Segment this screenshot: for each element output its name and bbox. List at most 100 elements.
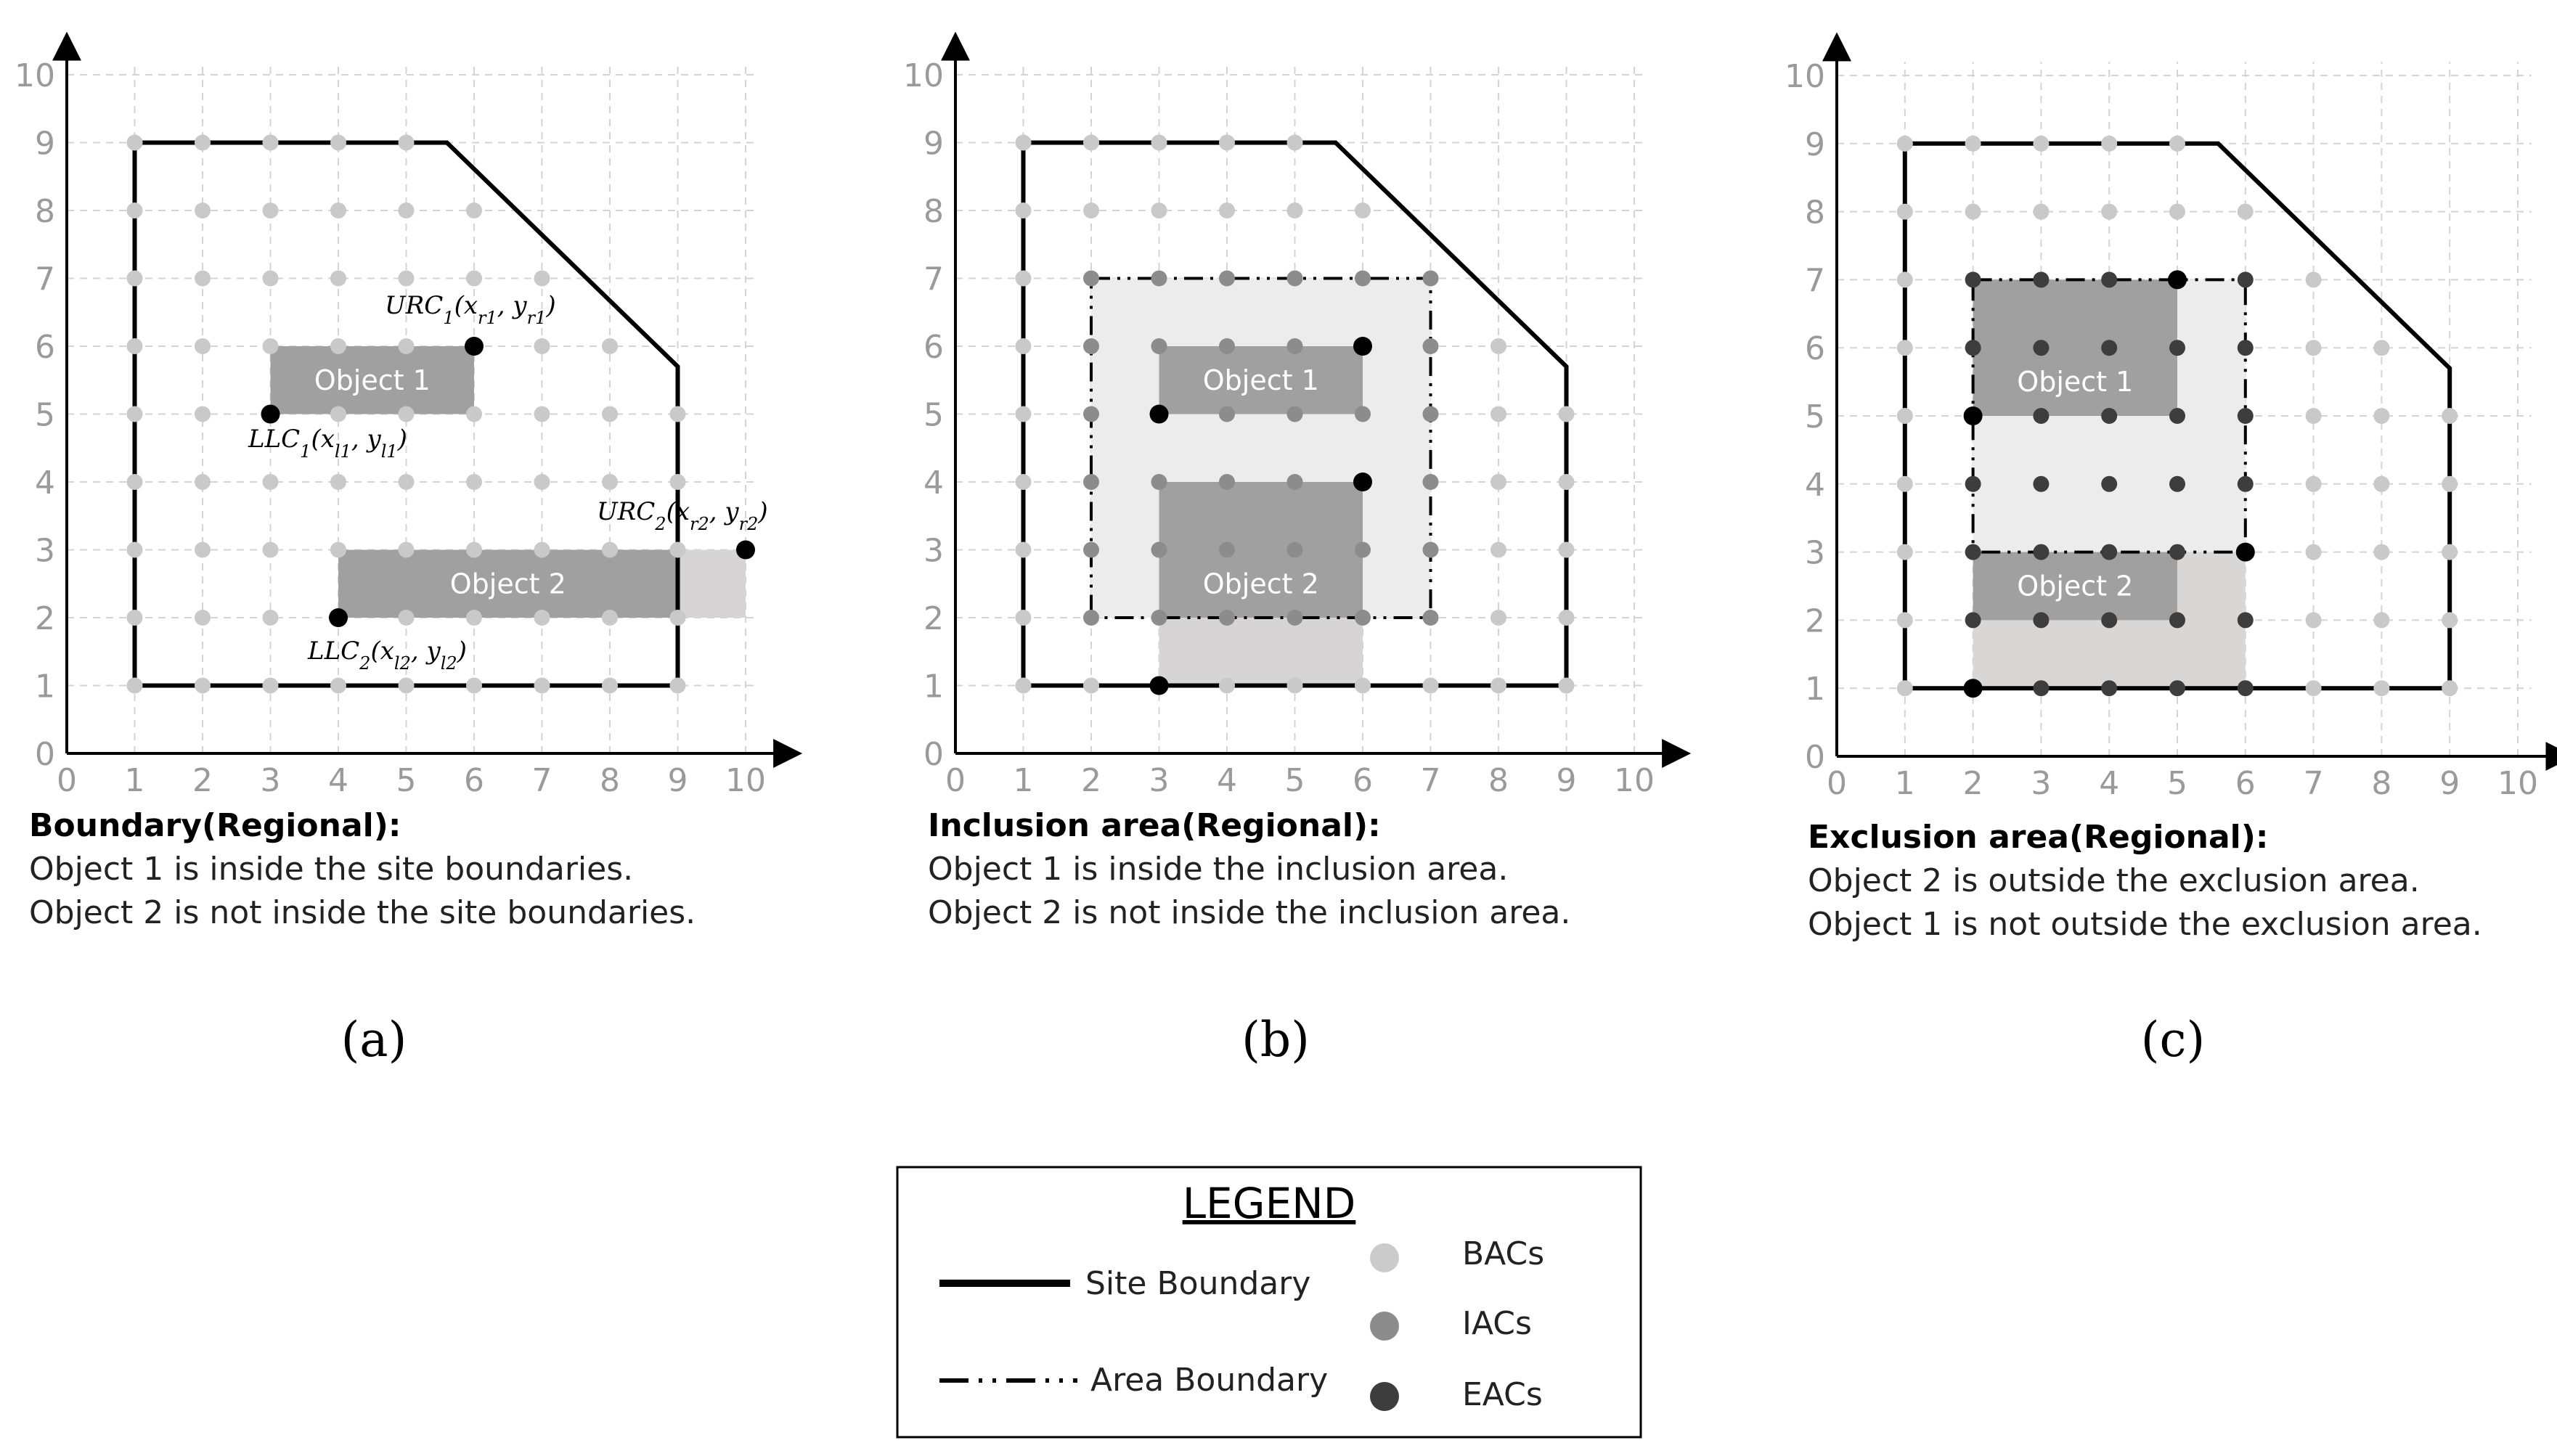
grid-point [534, 338, 550, 354]
grid-point [2169, 135, 2185, 152]
grid-point [1015, 406, 1032, 422]
object-2-rect [1159, 482, 1363, 618]
grid-point [602, 677, 618, 694]
caption-line-2: Object 2 is not inside the inclusion are… [928, 894, 1570, 931]
grid-point [2101, 544, 2118, 560]
corner-point [1149, 404, 1169, 424]
corner-point [1963, 679, 1983, 698]
caption-line-2: Object 1 is not outside the exclusion ar… [1808, 906, 2482, 943]
grid-points [126, 134, 755, 694]
y-tick-label: 1 [1805, 671, 1825, 708]
grid-point [1015, 677, 1032, 694]
grid-point [126, 134, 143, 151]
grid-point [1422, 270, 1439, 287]
grid-point [2169, 203, 2185, 220]
object-2-label: Object 2 [450, 568, 566, 600]
object-1-rect [270, 346, 474, 414]
grid-point [534, 541, 550, 558]
y-tick-label: 8 [923, 193, 944, 230]
grid-point [1286, 134, 1303, 151]
grid-point [2033, 475, 2050, 492]
grid-point [2101, 408, 2118, 424]
grid-point [1355, 610, 1371, 626]
y-tick-label: 10 [1785, 58, 1825, 95]
y-tick-label: 7 [35, 261, 55, 298]
grid-point [2373, 475, 2390, 492]
grid-point [1015, 541, 1032, 558]
lower-region [1159, 618, 1363, 686]
grid-point [1083, 474, 1099, 490]
x-tick-label: 2 [1081, 762, 1101, 799]
x-tick-label: 9 [2439, 765, 2460, 802]
grid-point [1896, 135, 1913, 152]
grid-point [330, 338, 346, 354]
grid-point [466, 406, 482, 422]
annotation-urc2: URC2(xr2, yr2) [597, 497, 768, 534]
grid-point [1219, 203, 1235, 218]
grid-point [1015, 474, 1032, 490]
x-tick-label: 6 [464, 762, 484, 799]
grid-point [1219, 338, 1235, 354]
caption-title: Inclusion area(Regional): [928, 807, 1381, 844]
grid-point [1083, 541, 1099, 558]
grid-point [195, 134, 211, 151]
grid-point [1896, 203, 1913, 220]
grid-point [398, 541, 415, 558]
object-1-label: Object 1 [314, 364, 431, 396]
grid-point [1083, 338, 1099, 354]
grid-point [2169, 680, 2185, 697]
objects [270, 346, 678, 618]
caption-title: Boundary(Regional): [29, 807, 401, 844]
grid-point [1965, 544, 1981, 560]
grid-point [1490, 338, 1506, 354]
x-tick-label: 9 [668, 762, 688, 799]
grid-point [1286, 406, 1303, 422]
grid-point [2169, 612, 2185, 629]
x-tick-label: 5 [396, 762, 417, 799]
x-tick-label: 1 [1014, 762, 1034, 799]
axes: 00 1 1 2 2 3 3 4 4 5 5 6 6 7 7 8 8 9 9 10 10 [15, 31, 803, 799]
grid-point [1151, 610, 1167, 626]
overflow-region [677, 549, 746, 618]
legend-bac-dot [1370, 1243, 1399, 1272]
objects [1973, 279, 2177, 621]
y-tick-label: 3 [1805, 535, 1825, 572]
grid-point [1083, 406, 1099, 422]
legend-title: LEGEND [1183, 1179, 1356, 1228]
objects [1159, 346, 1363, 618]
legend: LEGEND Site Boundary Area Boundary BACs … [896, 1166, 1642, 1439]
corner-point [329, 608, 348, 627]
grid-point [2033, 203, 2050, 220]
grid-point [1219, 474, 1235, 490]
site-boundary-line [1902, 141, 2452, 691]
grid-point [262, 203, 279, 218]
x-tick-label: 1 [125, 762, 145, 799]
grid-point [2101, 135, 2118, 152]
grid-point [669, 474, 686, 490]
y-tick-label: 9 [35, 126, 55, 163]
x-tick-label: 7 [1421, 762, 1441, 799]
legend-box [896, 1166, 1642, 1439]
grid-point [2305, 340, 2322, 356]
object-2-rect [338, 549, 678, 618]
y-tick-label: 10 [903, 57, 944, 94]
grid-point [1490, 474, 1506, 490]
grid-point [2033, 271, 2050, 288]
site-boundary [1021, 140, 1569, 688]
grid-point [1083, 270, 1099, 287]
x-tick-label: 8 [600, 762, 620, 799]
x-tick-label: 2 [1963, 765, 1983, 802]
grid-point [330, 474, 346, 490]
grid-point [2305, 612, 2322, 629]
site-boundary-line [132, 140, 680, 688]
object-1-label: Object 1 [1203, 364, 1319, 396]
grid-point [398, 474, 415, 490]
grid-point [669, 610, 686, 626]
grid-point [2237, 271, 2254, 288]
grid-point [1286, 270, 1303, 287]
grid-point [1422, 474, 1439, 490]
x-tick-label: 7 [532, 762, 552, 799]
grid-point [1151, 338, 1167, 354]
